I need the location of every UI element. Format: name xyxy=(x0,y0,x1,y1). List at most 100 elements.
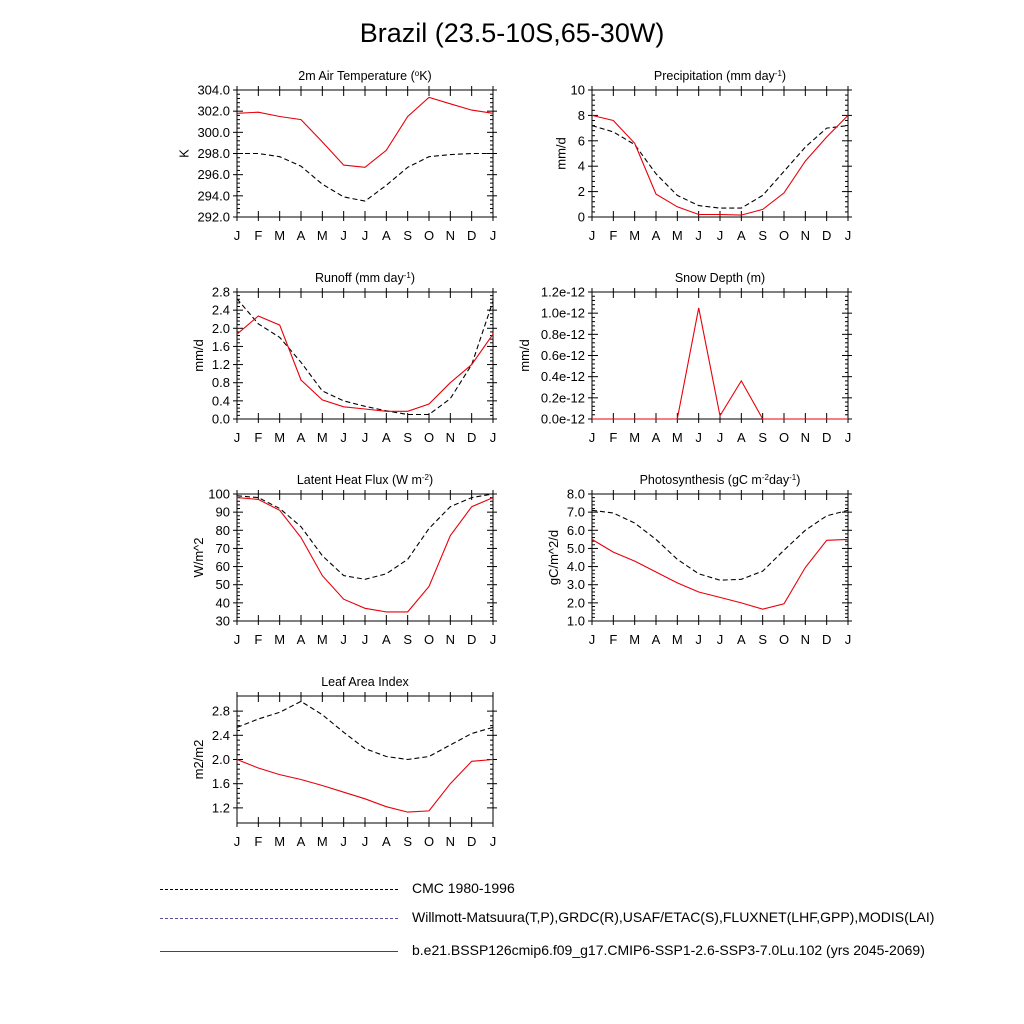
x-tick-label: A xyxy=(382,834,391,849)
x-tick-label: J xyxy=(340,430,347,445)
x-tick-label: M xyxy=(629,632,640,647)
panel-title: Snow Depth (m) xyxy=(675,271,765,285)
series-line-obs xyxy=(591,509,849,581)
y-tick-label: 2.0 xyxy=(212,752,230,767)
x-tick-label: J xyxy=(362,834,369,849)
x-tick-label: O xyxy=(424,632,434,647)
x-tick-label: A xyxy=(382,228,391,243)
y-tick-label: 4.0 xyxy=(567,559,585,574)
main-title: Brazil (23.5-10S,65-30W) xyxy=(359,18,665,48)
x-tick-label: J xyxy=(234,228,241,243)
x-tick-label: S xyxy=(403,632,412,647)
x-tick-label: J xyxy=(717,430,724,445)
x-tick-label: M xyxy=(317,228,328,243)
legend-swatch-cmc xyxy=(160,889,398,890)
x-tick-label: J xyxy=(234,430,241,445)
x-tick-label: N xyxy=(801,228,810,243)
panel-title: Precipitation (mm day-1) xyxy=(654,69,786,84)
legend-swatch-obs xyxy=(160,918,398,919)
x-tick-label: A xyxy=(737,228,746,243)
x-tick-label: J xyxy=(340,228,347,243)
series-line-model xyxy=(236,497,494,613)
panel-title: 2m Air Temperature (oK) xyxy=(298,69,431,84)
x-tick-label: S xyxy=(403,834,412,849)
y-axis-label: gC/m^2/d xyxy=(546,530,561,585)
y-tick-label: 80 xyxy=(216,523,230,538)
legend-label-model: b.e21.BSSP126cmip6.f09_g17.CMIP6-SSP1-2.… xyxy=(412,942,925,958)
y-tick-label: 1.6 xyxy=(212,776,230,791)
y-tick-label: 300.0 xyxy=(197,125,230,140)
y-tick-label: 2 xyxy=(578,184,585,199)
y-tick-label: 1.0e-12 xyxy=(541,306,585,321)
y-axis-label: m2/m2 xyxy=(191,740,206,780)
y-tick-label: 1.6 xyxy=(212,339,230,354)
x-tick-label: J xyxy=(845,430,852,445)
series-line-obs xyxy=(236,493,494,580)
chart-panel-0: J F M A M J J A S O N D J292.0294.0296.0298.0300.030… xyxy=(177,69,497,243)
x-tick-label: J xyxy=(589,228,596,243)
x-tick-label: F xyxy=(609,632,617,647)
x-tick-label: J xyxy=(234,632,241,647)
x-tick-label: D xyxy=(822,228,831,243)
x-tick-label: J xyxy=(490,228,497,243)
y-axis-label: mm/d xyxy=(191,339,206,372)
y-tick-label: 294.0 xyxy=(197,188,230,203)
y-tick-label: 8 xyxy=(578,108,585,123)
x-tick-label: J xyxy=(589,430,596,445)
x-tick-label: J xyxy=(490,632,497,647)
y-tick-label: 296.0 xyxy=(197,167,230,182)
y-tick-label: 0.4 xyxy=(212,393,230,408)
y-tick-label: 90 xyxy=(216,505,230,520)
x-tick-label: M xyxy=(274,632,285,647)
y-tick-label: 2.8 xyxy=(212,285,230,300)
y-tick-label: 0.8 xyxy=(212,375,230,390)
y-tick-label: 60 xyxy=(216,559,230,574)
x-tick-label: M xyxy=(274,228,285,243)
x-tick-label: J xyxy=(717,632,724,647)
x-tick-label: A xyxy=(737,632,746,647)
x-tick-label: J xyxy=(362,632,369,647)
legend-label-obs: Willmott-Matsuura(T,P),GRDC(R),USAF/ETAC… xyxy=(412,909,935,925)
x-tick-label: M xyxy=(672,632,683,647)
x-tick-label: J xyxy=(362,228,369,243)
x-tick-label: M xyxy=(274,834,285,849)
plot-frame xyxy=(236,291,494,420)
chart-panel-5: J F M A M J J A S O N D J1.02.03.04.05.06.07.08.0gC/… xyxy=(546,473,852,647)
x-tick-label: A xyxy=(297,834,306,849)
x-tick-label: D xyxy=(467,228,476,243)
x-tick-label: J xyxy=(695,632,702,647)
x-tick-label: J xyxy=(845,632,852,647)
x-tick-label: O xyxy=(779,228,789,243)
chart-panel-2: J F M A M J J A S O N D J0.00.40.81.21.62.02.42.8mm/… xyxy=(191,271,497,445)
x-tick-label: N xyxy=(446,430,455,445)
x-tick-label: J xyxy=(589,632,596,647)
x-tick-label: O xyxy=(424,430,434,445)
plot-frame xyxy=(236,493,494,622)
y-tick-label: 10 xyxy=(571,83,585,98)
y-tick-label: 50 xyxy=(216,577,230,592)
y-tick-label: 100 xyxy=(208,487,230,502)
y-axis-label: W/m^2 xyxy=(191,537,206,577)
x-tick-label: J xyxy=(490,834,497,849)
panel-title: Photosynthesis (gC m-2day-1) xyxy=(640,473,801,488)
y-tick-label: 1.0 xyxy=(567,614,585,629)
y-tick-label: 3.0 xyxy=(567,577,585,592)
x-tick-label: F xyxy=(254,430,262,445)
y-tick-label: 2.0 xyxy=(567,595,585,610)
y-tick-label: 292.0 xyxy=(197,210,230,225)
x-tick-label: J xyxy=(340,632,347,647)
x-tick-label: M xyxy=(274,430,285,445)
x-tick-label: A xyxy=(382,632,391,647)
y-tick-label: 2.4 xyxy=(212,303,230,318)
chart-panel-4: J F M A M J J A S O N D J30405060708090100W/m^2Laten… xyxy=(191,473,497,647)
x-tick-label: S xyxy=(758,430,767,445)
x-tick-label: M xyxy=(672,430,683,445)
x-tick-label: F xyxy=(609,430,617,445)
x-tick-label: A xyxy=(297,228,306,243)
series-line-model xyxy=(236,758,494,813)
y-tick-label: 4 xyxy=(578,159,585,174)
x-tick-label: S xyxy=(403,228,412,243)
x-tick-label: J xyxy=(234,834,241,849)
x-tick-label: D xyxy=(822,632,831,647)
